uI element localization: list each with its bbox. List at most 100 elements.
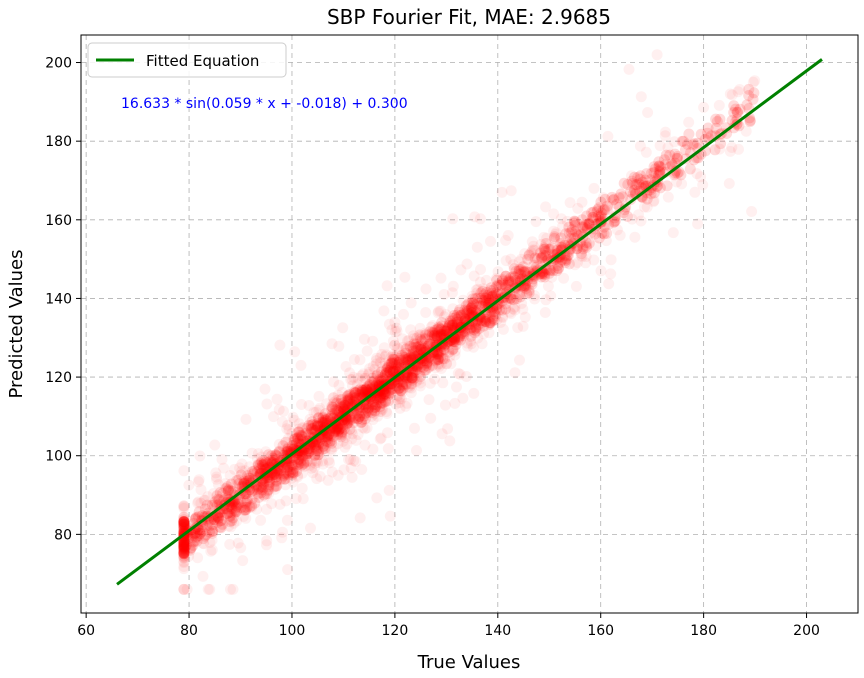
scatter-point: [331, 405, 343, 417]
scatter-point: [349, 392, 361, 404]
scatter-point: [405, 379, 417, 391]
scatter-point: [389, 339, 401, 351]
scatter-point: [629, 171, 640, 183]
scatter-point: [359, 408, 371, 419]
scatter-point: [436, 317, 448, 328]
scatter-point: [310, 445, 322, 457]
scatter-point: [239, 501, 251, 513]
scatter-point: [221, 508, 233, 520]
scatter-point: [322, 436, 333, 448]
scatter-point: [333, 424, 345, 436]
scatter-point: [274, 339, 286, 351]
scatter-point: [393, 360, 405, 372]
scatter-point: [300, 450, 312, 462]
scatter-point: [288, 414, 300, 426]
scatter-point: [433, 358, 444, 370]
scatter-point: [231, 475, 243, 486]
scatter-point: [378, 305, 390, 317]
scatter-point: [560, 228, 572, 240]
scatter-point: [459, 304, 471, 316]
scatter-point: [376, 371, 388, 383]
scatter-point: [461, 258, 473, 270]
fit-layer: [116, 58, 823, 586]
scatter-point: [539, 245, 551, 257]
scatter-point: [450, 312, 462, 324]
scatter-point: [385, 387, 397, 399]
scatter-point: [224, 511, 236, 523]
scatter-point: [377, 404, 388, 416]
scatter-point: [402, 355, 414, 367]
scatter-point: [544, 243, 556, 255]
scatter-point: [346, 380, 358, 392]
scatter-point: [350, 412, 362, 424]
scatter-point: [178, 548, 190, 560]
scatter-point: [178, 552, 190, 564]
scatter-point: [197, 533, 209, 545]
scatter-point: [343, 454, 354, 465]
scatter-point: [683, 116, 695, 128]
scatter-point: [265, 455, 276, 467]
scatter-point: [183, 532, 195, 544]
scatter-point: [407, 348, 419, 360]
scatter-point: [259, 490, 271, 502]
scatter-point: [443, 320, 455, 332]
scatter-point: [257, 461, 269, 473]
scatter-point: [511, 293, 523, 305]
scatter-point: [554, 256, 566, 268]
scatter-point: [601, 200, 613, 212]
equation-annotation: 16.633 * sin(0.059 * x + -0.018) + 0.300: [121, 96, 408, 112]
scatter-point: [460, 371, 472, 382]
scatter-point: [317, 428, 329, 439]
scatter-point: [249, 465, 261, 477]
scatter-point: [422, 355, 434, 367]
scatter-point: [270, 449, 282, 461]
scatter-point: [400, 347, 412, 359]
scatter-point: [234, 462, 246, 474]
scatter-point: [396, 349, 408, 361]
scatter-point: [601, 227, 613, 239]
scatter-point: [222, 485, 234, 496]
scatter-point: [398, 308, 409, 320]
scatter-point: [298, 442, 310, 454]
scatter-point: [510, 265, 522, 277]
scatter-point: [451, 316, 463, 328]
scatter-point: [329, 425, 341, 437]
scatter-point: [481, 295, 493, 307]
scatter-point: [178, 541, 190, 553]
scatter-point: [435, 305, 446, 317]
scatter-point: [376, 402, 388, 414]
scatter-point: [393, 393, 405, 405]
scatter-point: [747, 93, 759, 105]
scatter-point: [392, 383, 404, 395]
scatter-point: [538, 242, 550, 254]
scatter-point: [301, 448, 313, 460]
scatter-point: [359, 384, 371, 396]
scatter-point: [326, 401, 338, 413]
x-tick-label: 80: [180, 623, 198, 639]
scatter-point: [193, 506, 205, 518]
scatter-point: [296, 451, 308, 463]
scatter-point: [360, 402, 372, 414]
scatter-point: [520, 266, 532, 278]
scatter-point: [395, 354, 407, 366]
scatter-point: [342, 415, 353, 427]
scatter-point: [332, 422, 344, 433]
scatter-point: [259, 459, 271, 471]
scatter-point: [517, 261, 529, 273]
scatter-point: [418, 343, 430, 354]
scatter-point: [380, 396, 392, 408]
scatter-point: [207, 525, 219, 537]
scatter-point: [346, 471, 358, 483]
x-tick-label: 180: [690, 623, 717, 639]
scatter-point: [205, 545, 217, 557]
scatter-point: [518, 266, 530, 278]
scatter-point: [389, 316, 401, 328]
scatter-point: [433, 305, 445, 317]
scatter-point: [519, 248, 531, 260]
scatter-point: [538, 231, 550, 243]
scatter-point: [492, 266, 504, 278]
scatter-point: [178, 546, 190, 558]
scatter-point: [397, 351, 409, 363]
scatter-point: [661, 180, 673, 192]
scatter-point: [309, 449, 321, 461]
